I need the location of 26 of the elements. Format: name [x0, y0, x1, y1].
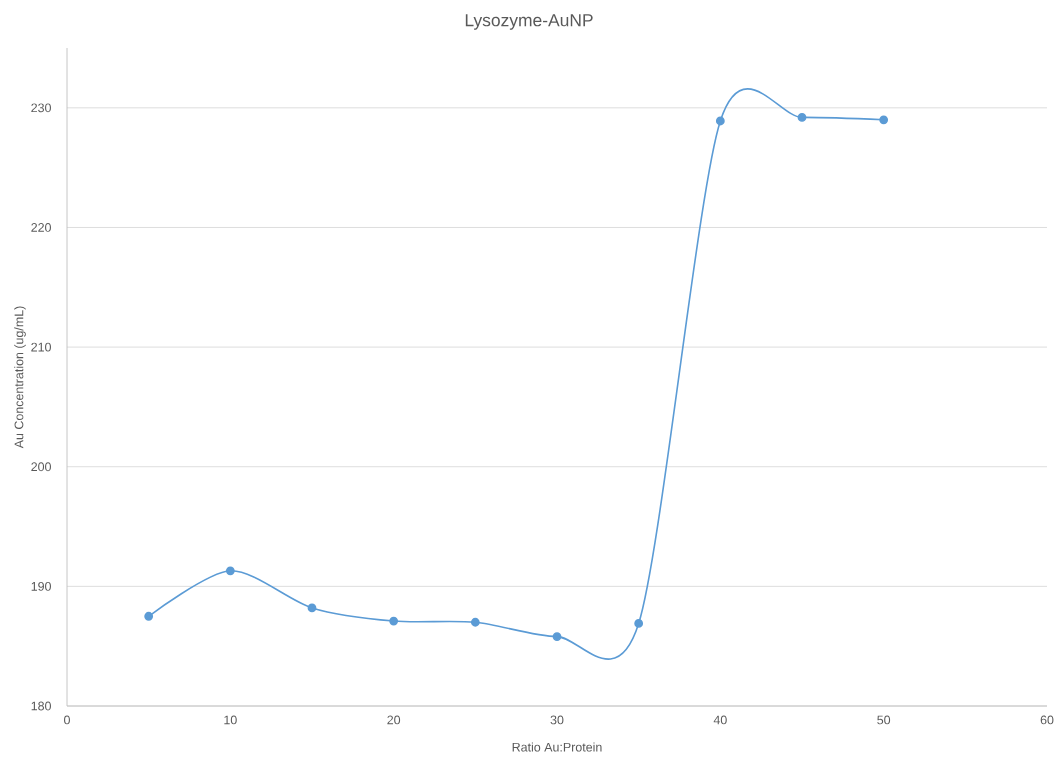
point: [389, 616, 399, 626]
y-tick-label: 230: [31, 103, 51, 113]
x-tick-label: 10: [224, 715, 237, 725]
y-axis-title: Au Concentration (ug/mL): [14, 306, 26, 449]
chart-title: Lysozyme-AuNP: [465, 14, 593, 30]
point: [879, 115, 889, 125]
x-tick-label: 20: [387, 715, 401, 725]
x-tick-label: 40: [713, 715, 727, 725]
y-tick-label: 210: [31, 342, 51, 352]
x-tick-label: 50: [877, 715, 891, 725]
y-tick-label: 200: [31, 462, 51, 472]
x-tick-label: 30: [550, 715, 564, 725]
x-tick-label: 60: [1040, 715, 1054, 725]
y-tick-label: 220: [31, 223, 51, 232]
point: [307, 603, 317, 613]
x-tick-label: 0: [64, 715, 70, 725]
point: [634, 619, 644, 628]
point: [797, 112, 807, 122]
y-tick-label: 180: [31, 701, 51, 711]
point: [552, 632, 562, 642]
y-tick-label: 190: [31, 581, 51, 591]
x-axis-title: Ratio Au:Protein: [512, 742, 602, 752]
point: [470, 617, 480, 627]
point: [225, 566, 235, 576]
point: [715, 116, 725, 126]
point: [144, 611, 154, 621]
